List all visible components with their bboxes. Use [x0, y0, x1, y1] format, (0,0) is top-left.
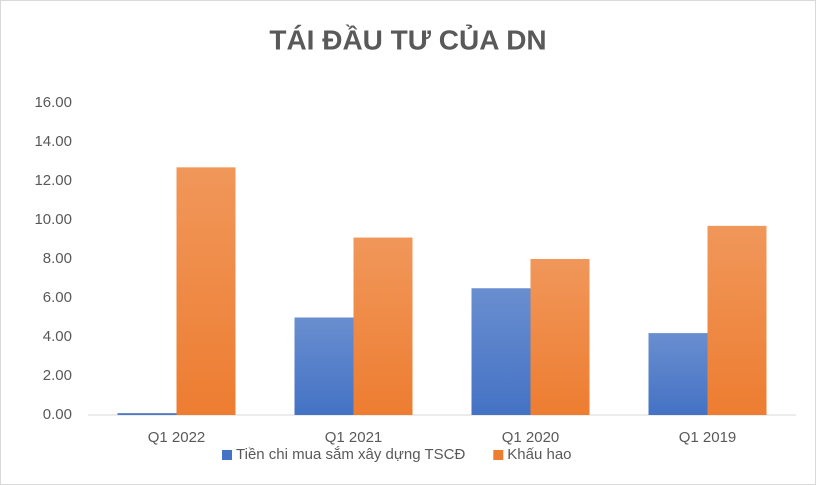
y-tick-label: 16.00: [34, 94, 72, 111]
y-tick-label: 14.00: [34, 133, 72, 150]
bar: [117, 413, 177, 415]
legend-swatch: [493, 450, 504, 460]
bar: [530, 259, 590, 415]
x-tick-label: Q1 2021: [325, 429, 383, 446]
legend-label: Khấu hao: [507, 446, 571, 463]
x-tick-label: Q1 2019: [679, 429, 737, 446]
bar: [353, 237, 413, 415]
y-tick-label: 10.00: [34, 211, 72, 228]
y-tick-label: 2.00: [43, 367, 72, 384]
legend-label: Tiền chi mua sắm xây dựng TSCĐ: [236, 446, 465, 463]
x-tick-label: Q1 2020: [502, 429, 560, 446]
bar: [176, 167, 236, 415]
bar: [294, 317, 354, 415]
chart-title: TÁI ĐẦU TƯ CỦA DN: [269, 23, 546, 55]
bar: [707, 225, 767, 415]
y-tick-label: 12.00: [34, 172, 72, 189]
y-tick-label: 0.00: [43, 406, 72, 423]
legend-swatch: [222, 450, 232, 460]
y-tick-label: 8.00: [43, 250, 72, 267]
y-tick-label: 6.00: [43, 289, 72, 306]
x-tick-label: Q1 2022: [148, 429, 206, 446]
bar: [648, 333, 708, 415]
y-tick-label: 4.00: [43, 328, 72, 345]
bar: [471, 288, 531, 415]
